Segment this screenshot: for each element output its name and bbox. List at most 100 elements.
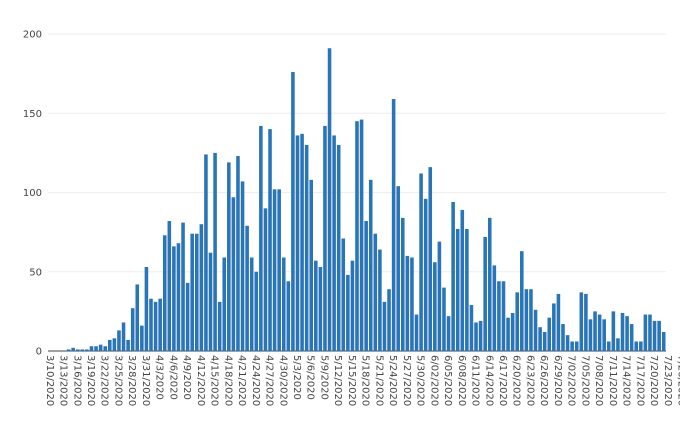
- bar: [300, 133, 304, 351]
- x-tick-label: 4/18/2020: [222, 355, 233, 406]
- bar: [144, 267, 149, 351]
- bar: [368, 179, 373, 351]
- x-tick-label: 4/24/2020: [250, 355, 261, 406]
- bars: [66, 48, 666, 352]
- x-tick-label: 7/17/2020: [634, 355, 645, 406]
- bar: [85, 349, 89, 351]
- bar: [130, 308, 135, 351]
- bar: [405, 255, 410, 351]
- bar: [108, 339, 112, 351]
- bar: [66, 349, 71, 351]
- bar: [561, 324, 565, 351]
- bar: [478, 320, 483, 351]
- bar: [382, 301, 387, 351]
- bar: [419, 173, 423, 351]
- bar: [400, 217, 405, 351]
- bar: [652, 320, 657, 351]
- bar: [314, 260, 318, 351]
- x-tick-label: 5/30/2020: [415, 355, 426, 406]
- bar: [167, 221, 172, 351]
- x-tick-label: 7/11/2020: [607, 355, 618, 406]
- bar: [236, 156, 240, 351]
- bar: [341, 238, 346, 351]
- bar: [529, 289, 533, 351]
- bar: [547, 317, 552, 351]
- x-tick-label: 3/13/2020: [58, 355, 69, 406]
- bar: [661, 331, 666, 351]
- bar: [616, 338, 620, 351]
- bar: [254, 271, 259, 351]
- x-tick-label: 6/23/2020: [524, 355, 535, 406]
- bar: [355, 121, 359, 352]
- bar: [281, 257, 286, 351]
- bar: [520, 251, 524, 351]
- x-tick-label: 7/05/2020: [579, 355, 590, 406]
- bar: [176, 243, 181, 351]
- bar: [515, 292, 520, 351]
- bar: [492, 265, 497, 351]
- x-tick-label: 4/21/2020: [236, 355, 247, 406]
- bar: [387, 289, 391, 351]
- bar: [423, 198, 428, 351]
- bar: [451, 202, 455, 351]
- bar: [625, 316, 629, 351]
- bar: [602, 319, 606, 351]
- x-tick-label: 7/14/2020: [621, 355, 632, 406]
- bar: [657, 320, 661, 351]
- bar: [579, 292, 584, 351]
- bar: [268, 129, 272, 351]
- bar: [172, 246, 176, 351]
- x-axis-ticks: 3/10/2020 3/13/2020 3/16/2020 3/19/2020 3/22…: [44, 355, 680, 406]
- x-tick-label: 4/30/2020: [277, 355, 288, 406]
- x-tick-label: 6/26/2020: [538, 355, 549, 406]
- x-tick-label: 5/15/2020: [346, 355, 357, 406]
- y-tick-label: 0: [36, 347, 42, 358]
- bar: [117, 330, 121, 351]
- x-tick-label: 3/25/2020: [112, 355, 123, 406]
- bar: [428, 167, 433, 351]
- x-tick-label: 6/29/2020: [552, 355, 563, 406]
- bar: [140, 325, 144, 351]
- x-tick-label: 3/31/2020: [140, 355, 151, 406]
- bar: [442, 287, 446, 351]
- bar: [643, 314, 648, 351]
- bar: [80, 349, 85, 351]
- bar: [437, 241, 442, 351]
- x-tick-label: 4/12/2020: [195, 355, 206, 406]
- bar: [286, 281, 291, 351]
- bar: [465, 228, 469, 351]
- bar: [606, 341, 611, 351]
- bar: [158, 298, 162, 351]
- bar: [570, 341, 574, 351]
- x-tick-label: 5/12/2020: [332, 355, 343, 406]
- bar: [135, 284, 140, 351]
- bar: [396, 186, 400, 351]
- bar: [181, 222, 185, 351]
- x-tick-label: 5/9/2020: [318, 355, 329, 400]
- x-tick-label: 3/28/2020: [126, 355, 137, 406]
- bar: [565, 335, 570, 351]
- bar: [373, 233, 378, 351]
- x-tick-label: 4/9/2020: [181, 355, 192, 400]
- bar: [556, 293, 561, 351]
- bar: [291, 72, 295, 351]
- bar: [249, 257, 254, 351]
- bar: [222, 257, 227, 351]
- x-tick-label: 7/08/2020: [593, 355, 604, 406]
- bar: [103, 346, 108, 351]
- x-tick-label: 6/14/2020: [483, 355, 494, 406]
- x-tick-label: 4/3/2020: [154, 355, 165, 400]
- bar: [391, 98, 396, 351]
- bar: [446, 316, 451, 351]
- x-tick-label: 7/26/2020: [676, 355, 680, 406]
- x-tick-label: 6/08/2020: [456, 355, 467, 406]
- bar: [323, 125, 327, 352]
- bar: [231, 197, 236, 351]
- x-tick-label: 7/23/2020: [662, 355, 673, 406]
- bar: [506, 317, 510, 351]
- bar: [629, 324, 634, 351]
- bar: [648, 314, 652, 351]
- bar: [414, 314, 419, 351]
- bar: [277, 189, 281, 351]
